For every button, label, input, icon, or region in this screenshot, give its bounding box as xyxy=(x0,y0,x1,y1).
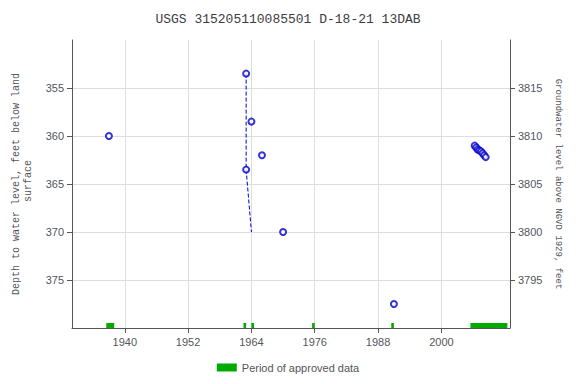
svg-text:Groundwater level above NGVD 1: Groundwater level above NGVD 1929, feet xyxy=(553,79,563,290)
svg-text:1976: 1976 xyxy=(303,336,327,348)
svg-text:370: 370 xyxy=(46,226,64,238)
svg-text:365: 365 xyxy=(46,178,64,190)
svg-text:360: 360 xyxy=(46,130,64,142)
svg-text:2000: 2000 xyxy=(429,336,453,348)
svg-text:3815: 3815 xyxy=(518,82,542,94)
svg-text:Depth to water level, feet bel: Depth to water level, feet below land xyxy=(11,73,22,295)
svg-text:1940: 1940 xyxy=(113,336,137,348)
svg-text:3800: 3800 xyxy=(518,226,542,238)
svg-text:375: 375 xyxy=(46,274,64,286)
svg-text:3795: 3795 xyxy=(518,274,542,286)
svg-text:1952: 1952 xyxy=(176,336,200,348)
svg-text:1964: 1964 xyxy=(239,336,263,348)
svg-text:surface: surface xyxy=(23,160,34,208)
svg-text:USGS 315205110085501 D-18-21 1: USGS 315205110085501 D-18-21 13DAB xyxy=(155,12,420,27)
svg-text:Period of approved data: Period of approved data xyxy=(242,362,360,374)
svg-text:355: 355 xyxy=(46,82,64,94)
svg-text:3810: 3810 xyxy=(518,130,542,142)
svg-text:1988: 1988 xyxy=(366,336,390,348)
svg-text:3805: 3805 xyxy=(518,178,542,190)
